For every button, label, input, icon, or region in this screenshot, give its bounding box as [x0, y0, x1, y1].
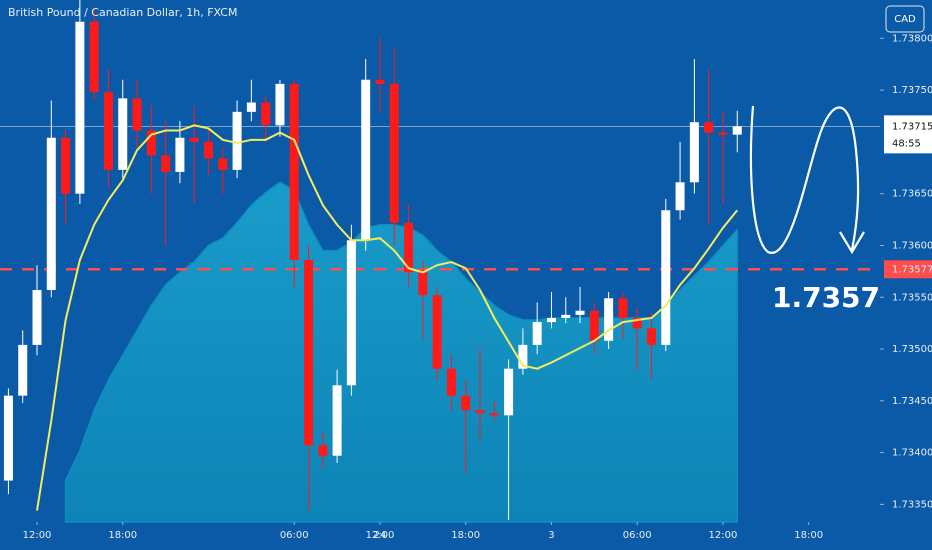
- x-tick-label: 24: [374, 530, 387, 541]
- candle-body: [246, 102, 256, 112]
- candle-body: [175, 137, 185, 172]
- candle-body: [103, 92, 113, 170]
- y-tick-label: 1.73750: [892, 85, 932, 96]
- candle-body: [18, 344, 28, 396]
- candle-body: [575, 310, 585, 315]
- candle-body: [604, 298, 614, 341]
- y-tick-label: 1.73500: [892, 344, 932, 355]
- candle-body: [118, 98, 128, 170]
- candle-body: [361, 79, 371, 241]
- candle-body: [546, 317, 556, 323]
- candle-body: [332, 385, 342, 456]
- x-tick-label: 06:00: [623, 530, 652, 541]
- candle-body: [32, 290, 42, 345]
- candle-body: [132, 98, 142, 131]
- last-price-label: 1.73715: [892, 121, 932, 132]
- x-tick-label: 18:00: [794, 530, 823, 541]
- candle-body: [589, 310, 599, 341]
- candle-body: [618, 298, 628, 318]
- currency-button[interactable]: [885, 5, 925, 33]
- candle-body: [404, 222, 414, 273]
- x-tick-label: 3: [548, 530, 554, 541]
- price-line-badge: [884, 260, 932, 279]
- x-tick-label: 12:00: [366, 530, 395, 541]
- x-tick-label: 12:00: [709, 530, 738, 541]
- x-tick-label: 18:00: [451, 530, 480, 541]
- candle-body: [289, 83, 299, 260]
- candle-body: [418, 272, 428, 296]
- chart-title: British Pound / Canadian Dollar, 1h, FXC…: [8, 6, 237, 19]
- candle-body: [46, 137, 56, 290]
- candle-body: [518, 344, 528, 369]
- candle-body: [146, 130, 156, 156]
- candle-body: [461, 395, 471, 411]
- candle-body: [718, 132, 728, 135]
- candle-body: [61, 137, 71, 194]
- candle-body: [646, 328, 656, 345]
- candle-body: [632, 317, 642, 329]
- candle-body: [475, 410, 485, 414]
- candle-body: [732, 126, 742, 135]
- x-tick-label: 06:00: [280, 530, 309, 541]
- forecast-arrow: [749, 105, 860, 254]
- candle-body: [675, 182, 685, 211]
- candle-body: [689, 122, 699, 183]
- candle-body: [318, 445, 328, 456]
- currency-label[interactable]: CAD: [894, 14, 916, 25]
- last-price-badge: [884, 115, 932, 154]
- forecast-arrowhead: [839, 231, 865, 255]
- candle-body: [161, 155, 171, 172]
- y-tick-label: 1.73550: [892, 292, 932, 303]
- y-tick-label: 1.73400: [892, 448, 932, 459]
- candle-body: [75, 21, 85, 194]
- candle-body: [504, 368, 514, 416]
- moving-average: [36, 124, 739, 511]
- candle-body: [89, 21, 99, 93]
- candle-body: [704, 122, 714, 133]
- countdown: 48:55: [892, 138, 921, 149]
- candle-body: [346, 240, 356, 386]
- candle-body: [189, 137, 199, 142]
- candle-body: [489, 413, 499, 416]
- candle-body: [203, 141, 213, 159]
- candle-body: [432, 295, 442, 369]
- candle-body: [375, 79, 385, 84]
- candle-body: [661, 210, 671, 345]
- candle-body: [446, 368, 456, 396]
- candle-body: [304, 259, 314, 446]
- candle-body: [275, 83, 285, 126]
- x-tick-label: 12:00: [23, 530, 52, 541]
- candle-body: [218, 158, 228, 170]
- candle-body: [561, 314, 571, 318]
- candle-body: [3, 395, 13, 481]
- candle-body: [532, 322, 542, 345]
- y-tick-label: 1.73600: [892, 240, 932, 251]
- y-tick-label: 1.73450: [892, 396, 932, 407]
- candle-body: [232, 111, 242, 170]
- x-tick-label: 18:00: [108, 530, 137, 541]
- annotation: 1.7357: [772, 281, 880, 314]
- candle-body: [261, 102, 271, 126]
- y-tick-label: 1.73650: [892, 189, 932, 200]
- price-line-label: 1.73577: [892, 264, 932, 275]
- y-tick-label: 1.73800: [892, 33, 932, 44]
- y-tick-label: 1.73350: [892, 499, 932, 510]
- candle-body: [389, 83, 399, 223]
- plot-area: [0, 0, 880, 523]
